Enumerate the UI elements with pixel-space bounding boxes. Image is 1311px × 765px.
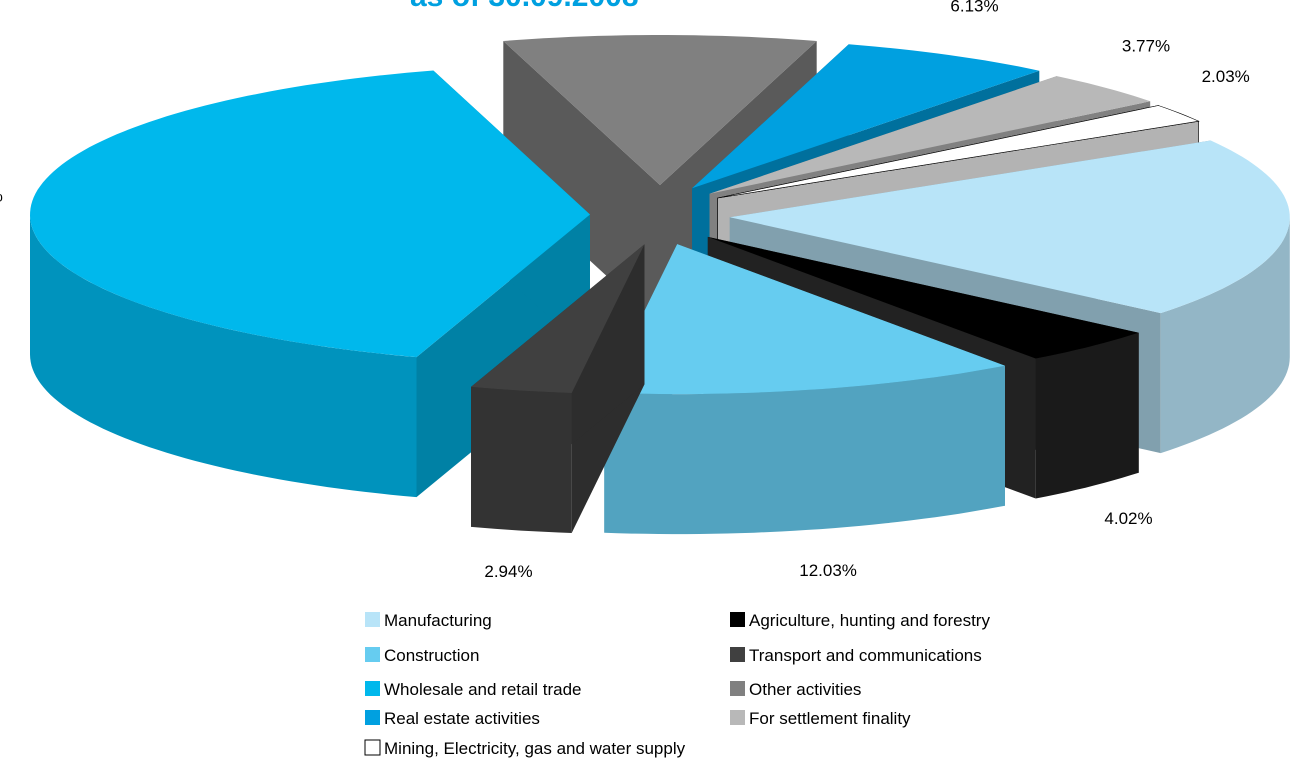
legend-swatch: [730, 647, 745, 662]
slice-side: [1035, 332, 1139, 499]
chart-title: as of 30.09.2008: [410, 0, 639, 13]
slice-wall: [503, 41, 660, 325]
slice-top: [729, 140, 1290, 314]
legend-label: Manufacturing: [384, 611, 492, 630]
legend-swatch: [365, 612, 380, 627]
legend-label: Other activities: [749, 680, 861, 699]
slice-top: [717, 105, 1200, 199]
slice-side: [471, 386, 572, 533]
data-label: 12.03%: [799, 561, 857, 580]
slice-top: [707, 236, 1139, 359]
slice-side: [1160, 217, 1290, 454]
slice-top: [471, 244, 645, 393]
legend-swatch: [365, 647, 380, 662]
legend-label: For settlement finality: [749, 709, 911, 728]
legend-swatch: [364, 739, 381, 756]
legend-label: Real estate activities: [384, 709, 540, 728]
data-label: 40.47%: [0, 187, 3, 206]
pie-slice: [471, 244, 645, 534]
legend-label: Construction: [384, 646, 479, 665]
data-label: 3.77%: [1122, 36, 1170, 55]
slice-side: [30, 214, 417, 498]
pie-slice: [30, 70, 590, 498]
legend-swatch: [365, 681, 380, 696]
legend-label: Wholesale and retail trade: [384, 680, 582, 699]
legend-swatch: [730, 612, 745, 627]
slice-top: [604, 244, 1005, 395]
data-label: 2.94%: [484, 562, 532, 581]
data-label: 6.13%: [950, 0, 998, 16]
legend-label: Transport and communications: [749, 646, 982, 665]
legend-label: Agriculture, hunting and forestry: [749, 611, 990, 630]
legend-label: Mining, Electricity, gas and water suppl…: [384, 739, 686, 758]
data-label: 4.02%: [1104, 509, 1152, 528]
slice-top: [503, 35, 817, 185]
pie-slice: [604, 244, 1005, 535]
slice-top: [692, 44, 1040, 189]
slice-top: [709, 76, 1151, 194]
data-label: 2.03%: [1202, 67, 1250, 86]
slice-top: [30, 70, 590, 358]
legend-swatch: [365, 710, 380, 725]
legend-swatch: [730, 681, 745, 696]
legend-swatch: [730, 710, 745, 725]
slice-side: [604, 365, 1005, 535]
